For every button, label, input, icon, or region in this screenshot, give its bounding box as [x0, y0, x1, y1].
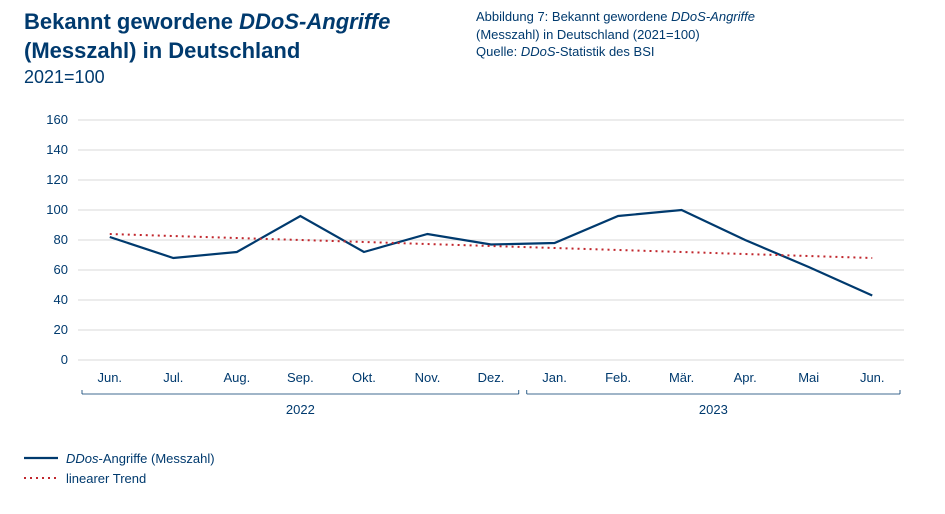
caption-line3-post: -Statistik des BSI [556, 44, 655, 59]
legend: DDos-Angriffe (Messzahl) linearer Trend [24, 448, 215, 488]
svg-text:Jun.: Jun. [97, 370, 122, 385]
caption-line1-pre: Abbildung 7: Bekannt gewordene [476, 9, 671, 24]
svg-text:Jan.: Jan. [542, 370, 567, 385]
svg-text:120: 120 [46, 172, 68, 187]
legend-item-series: DDos-Angriffe (Messzahl) [24, 448, 215, 468]
legend-label-series-rest: -Angriffe (Messzahl) [99, 451, 215, 466]
chart-area: 0 20 40 60 80 100 120 140 160 Jun. Jul. Aug. Sep. Okt… [24, 110, 924, 430]
svg-text:140: 140 [46, 142, 68, 157]
legend-item-trend: linearer Trend [24, 468, 215, 488]
svg-text:160: 160 [46, 112, 68, 127]
caption-line1-italic: DDoS-Angriffe [671, 9, 755, 24]
chart-title-block: Bekannt gewordene DDoS-Angriffe (Messzah… [24, 8, 390, 88]
chart-title-line1: Bekannt gewordene DDoS-Angriffe [24, 8, 390, 37]
svg-text:Nov.: Nov. [415, 370, 441, 385]
legend-label-series: DDos-Angriffe (Messzahl) [66, 451, 215, 466]
line-chart-svg: 0 20 40 60 80 100 120 140 160 Jun. Jul. Aug. Sep. Okt… [24, 110, 924, 430]
legend-swatch-series [24, 451, 58, 465]
legend-swatch-trend [24, 471, 58, 485]
svg-text:80: 80 [54, 232, 68, 247]
legend-label-series-italic: DDos [66, 451, 99, 466]
legend-label-trend: linearer Trend [66, 471, 146, 486]
svg-text:Apr.: Apr. [734, 370, 757, 385]
svg-text:Sep.: Sep. [287, 370, 314, 385]
figure-caption: Abbildung 7: Bekannt gewordene DDoS-Angr… [476, 8, 755, 61]
caption-line1: Abbildung 7: Bekannt gewordene DDoS-Angr… [476, 8, 755, 26]
caption-line3-italic: DDoS [521, 44, 556, 59]
svg-text:Jun.: Jun. [860, 370, 885, 385]
svg-text:Dez.: Dez. [478, 370, 505, 385]
svg-text:Jul.: Jul. [163, 370, 183, 385]
legend-label-trend-text: linearer Trend [66, 471, 146, 486]
chart-subtitle: 2021=100 [24, 67, 390, 88]
svg-text:100: 100 [46, 202, 68, 217]
svg-text:60: 60 [54, 262, 68, 277]
svg-text:0: 0 [61, 352, 68, 367]
svg-text:40: 40 [54, 292, 68, 307]
svg-text:Aug.: Aug. [223, 370, 250, 385]
caption-line3-pre: Quelle: [476, 44, 521, 59]
svg-text:Mai: Mai [798, 370, 819, 385]
svg-text:2022: 2022 [286, 402, 315, 417]
caption-line2: (Messzahl) in Deutschland (2021=100) [476, 26, 755, 44]
chart-title-line2: (Messzahl) in Deutschland [24, 37, 390, 66]
svg-text:Feb.: Feb. [605, 370, 631, 385]
svg-text:Okt.: Okt. [352, 370, 376, 385]
title-line1-pre: Bekannt gewordene [24, 9, 239, 34]
caption-line3: Quelle: DDoS-Statistik des BSI [476, 43, 755, 61]
svg-text:2023: 2023 [699, 402, 728, 417]
title-line1-italic: DDoS-Angriffe [239, 9, 390, 34]
svg-text:Mär.: Mär. [669, 370, 694, 385]
page-root: Bekannt gewordene DDoS-Angriffe (Messzah… [0, 0, 945, 514]
svg-text:20: 20 [54, 322, 68, 337]
